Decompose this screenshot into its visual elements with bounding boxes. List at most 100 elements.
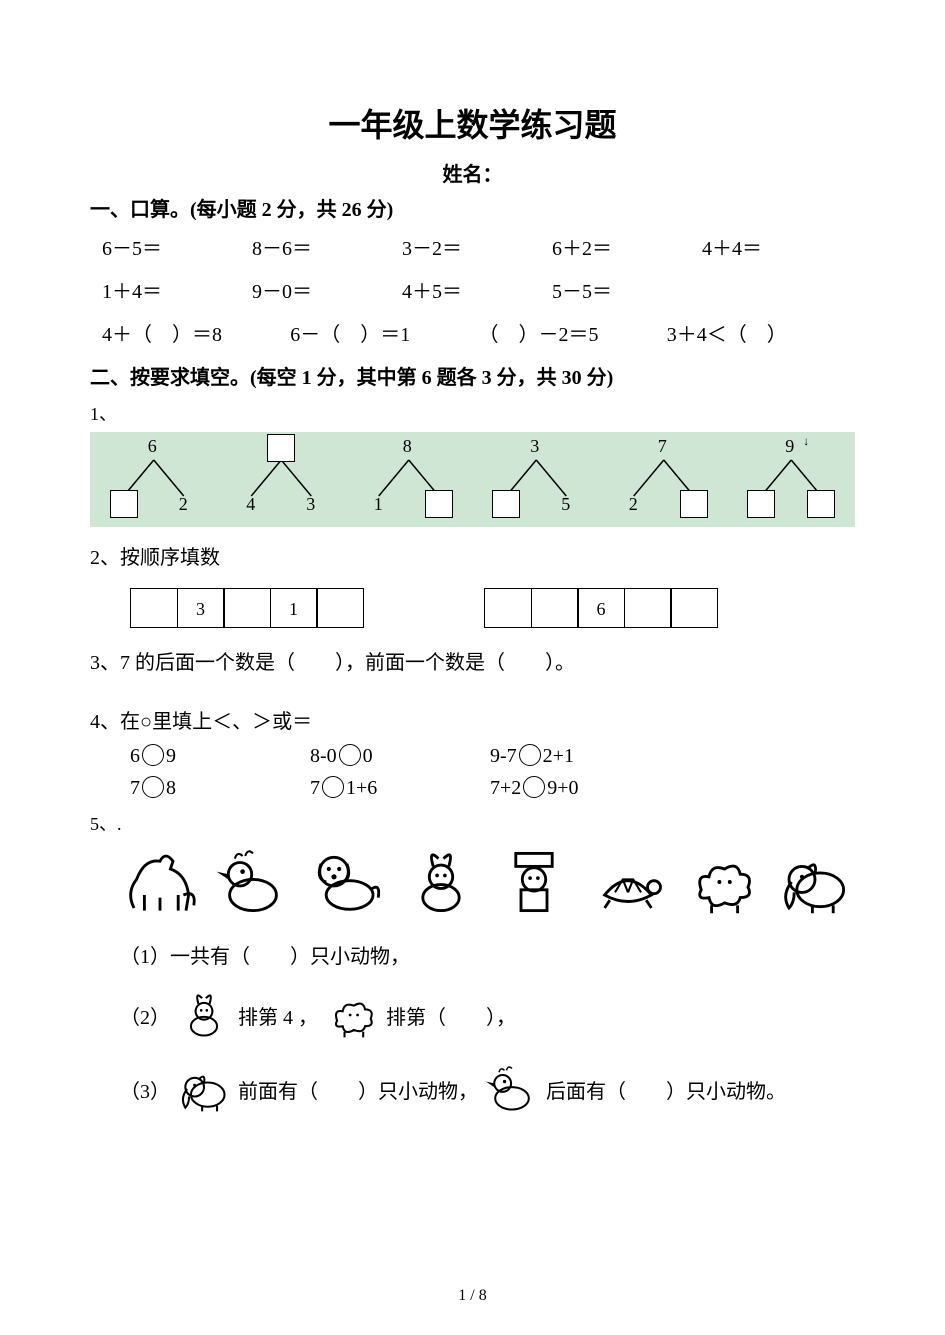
eq: 1＋4＝ [102, 275, 252, 304]
bond-box[interactable] [680, 490, 708, 518]
section-2-heading: 二、按要求填空。(每空 1 分，其中第 6 题各 3 分，共 30 分) [90, 361, 855, 390]
q5-sub1: （1）一共有（ ）只小动物， [120, 940, 855, 969]
rabbit-icon [401, 842, 481, 922]
page-number: 1 / 8 [0, 1287, 945, 1305]
cmp-left: 6 [130, 745, 140, 768]
bond-value: 3 [306, 494, 315, 515]
horse-icon [120, 842, 200, 922]
bond-value: 3 [530, 436, 539, 457]
eq: 6＋2＝ [552, 232, 702, 261]
section-1-heading: 一、口算。(每小题 2 分，共 26 分) [90, 193, 855, 222]
bond-value: 2 [179, 494, 188, 515]
number-bond-strip: 62438135729↓ [90, 432, 855, 527]
sequence-cell[interactable] [316, 588, 364, 628]
compare-circle[interactable] [142, 744, 164, 766]
compare-circle[interactable] [339, 744, 361, 766]
cmp-right: 1+6 [346, 777, 377, 800]
dog-icon [307, 842, 387, 922]
sequence-table-2: 6 [484, 588, 718, 628]
compare-circle[interactable] [523, 776, 545, 798]
compare-circle[interactable] [519, 744, 541, 766]
sequence-cell: 3 [177, 588, 225, 628]
turtle-icon [588, 842, 668, 922]
cmp-right: 2+1 [543, 745, 574, 768]
bond-value: 6 [148, 436, 157, 457]
q3-text: 3、7 的后面一个数是（ ），前面一个数是（ ）。 [90, 646, 855, 675]
bond-box[interactable] [492, 490, 520, 518]
rabbit-icon [176, 987, 232, 1043]
cmp-right: 9+0 [547, 777, 578, 800]
q5-sub3-b: 前面有（ ）只小动物， [238, 1075, 478, 1104]
bond-value: 7 [658, 436, 667, 457]
sequence-cell[interactable] [670, 588, 718, 628]
sequence-cell: 6 [577, 588, 625, 628]
compare-row-1: 6 9 8-0 0 9-7 2+1 [130, 744, 855, 768]
cmp-right: 0 [363, 745, 373, 768]
sequence-cell[interactable] [484, 588, 532, 628]
bond-value: 8 [403, 436, 412, 457]
q2-label: 2、按顺序填数 [90, 541, 855, 570]
elephant-icon [775, 842, 855, 922]
q4-label: 4、在○里填上＜、＞或＝ [90, 705, 855, 734]
sequence-cell: 1 [270, 588, 318, 628]
arrow-icon: ↓ [803, 434, 809, 449]
sheep-icon [682, 842, 762, 922]
cmp-left: 7 [310, 777, 320, 800]
sheep-icon [324, 987, 380, 1043]
q5-sub2-c: 排第（ ）， [386, 1001, 516, 1030]
cmp-right: 8 [166, 777, 176, 800]
bond-box[interactable] [267, 434, 295, 462]
cmp-right: 9 [166, 745, 176, 768]
sequence-cell[interactable] [223, 588, 271, 628]
elephant-icon [176, 1061, 232, 1117]
equation-row-3: 4＋（ ）＝8 6－（ ）＝1 （ ）－2＝5 3＋4＜（ ） [102, 318, 855, 347]
bond-box[interactable] [425, 490, 453, 518]
sequence-cell[interactable] [624, 588, 672, 628]
sequence-table-1: 31 [130, 588, 364, 628]
cmp-left: 8-0 [310, 745, 337, 768]
compare-circle[interactable] [142, 776, 164, 798]
cmp-left: 9-7 [490, 745, 517, 768]
bond-box[interactable] [747, 490, 775, 518]
eq: （ ）－2＝5 [479, 318, 667, 347]
q5-sub3: （3） 前面有（ ）只小动物， 后面有（ ）只小动物。 [120, 1061, 855, 1117]
eq: 4＋4＝ [702, 232, 852, 261]
eq: 8－6＝ [252, 232, 402, 261]
cmp-left: 7 [130, 777, 140, 800]
compare-row-2: 7 8 7 1+6 7+2 9+0 [130, 776, 855, 800]
compare-circle[interactable] [322, 776, 344, 798]
q5-sub1-text: （1）一共有（ ）只小动物， [120, 940, 410, 969]
eq: 4＋（ ）＝8 [102, 318, 290, 347]
q5-sub3-a: （3） [120, 1075, 170, 1104]
duck-icon [214, 842, 294, 922]
bond-box[interactable] [807, 490, 835, 518]
equation-row-1: 6－5＝ 8－6＝ 3－2＝ 6＋2＝ 4＋4＝ [102, 232, 855, 261]
page-title: 一年级上数学练习题 [90, 100, 855, 146]
eq: 6－（ ）＝1 [290, 318, 478, 347]
sequence-cell[interactable] [531, 588, 579, 628]
eq: 3＋4＜（ ） [667, 318, 855, 347]
name-label: 姓名： [90, 158, 855, 187]
bond-value: 2 [629, 494, 638, 515]
person-icon [495, 842, 575, 922]
sequence-cell[interactable] [130, 588, 178, 628]
bond-value: 9 [785, 436, 794, 457]
bond-value: 5 [561, 494, 570, 515]
bond-value: 1 [374, 494, 383, 515]
eq: 5－5＝ [552, 275, 702, 304]
eq: 3－2＝ [402, 232, 552, 261]
q5-sub2-a: （2） [120, 1001, 170, 1030]
equation-row-2: 1＋4＝ 9－0＝ 4＋5＝ 5－5＝ [102, 275, 855, 304]
duck-icon [484, 1061, 540, 1117]
q5-sub2-b: 排第 4 ， [238, 1001, 318, 1030]
q5-sub3-c: 后面有（ ）只小动物。 [546, 1075, 786, 1104]
bond-box[interactable] [110, 490, 138, 518]
eq: 9－0＝ [252, 275, 402, 304]
animals-row [120, 842, 855, 922]
cmp-left: 7+2 [490, 777, 521, 800]
eq: 6－5＝ [102, 232, 252, 261]
q5-label: 5、. [90, 810, 855, 836]
bond-value: 4 [246, 494, 255, 515]
q1-label: 1、 [90, 400, 855, 426]
q5-sub2: （2） 排第 4 ， 排第（ ）， [120, 987, 855, 1043]
